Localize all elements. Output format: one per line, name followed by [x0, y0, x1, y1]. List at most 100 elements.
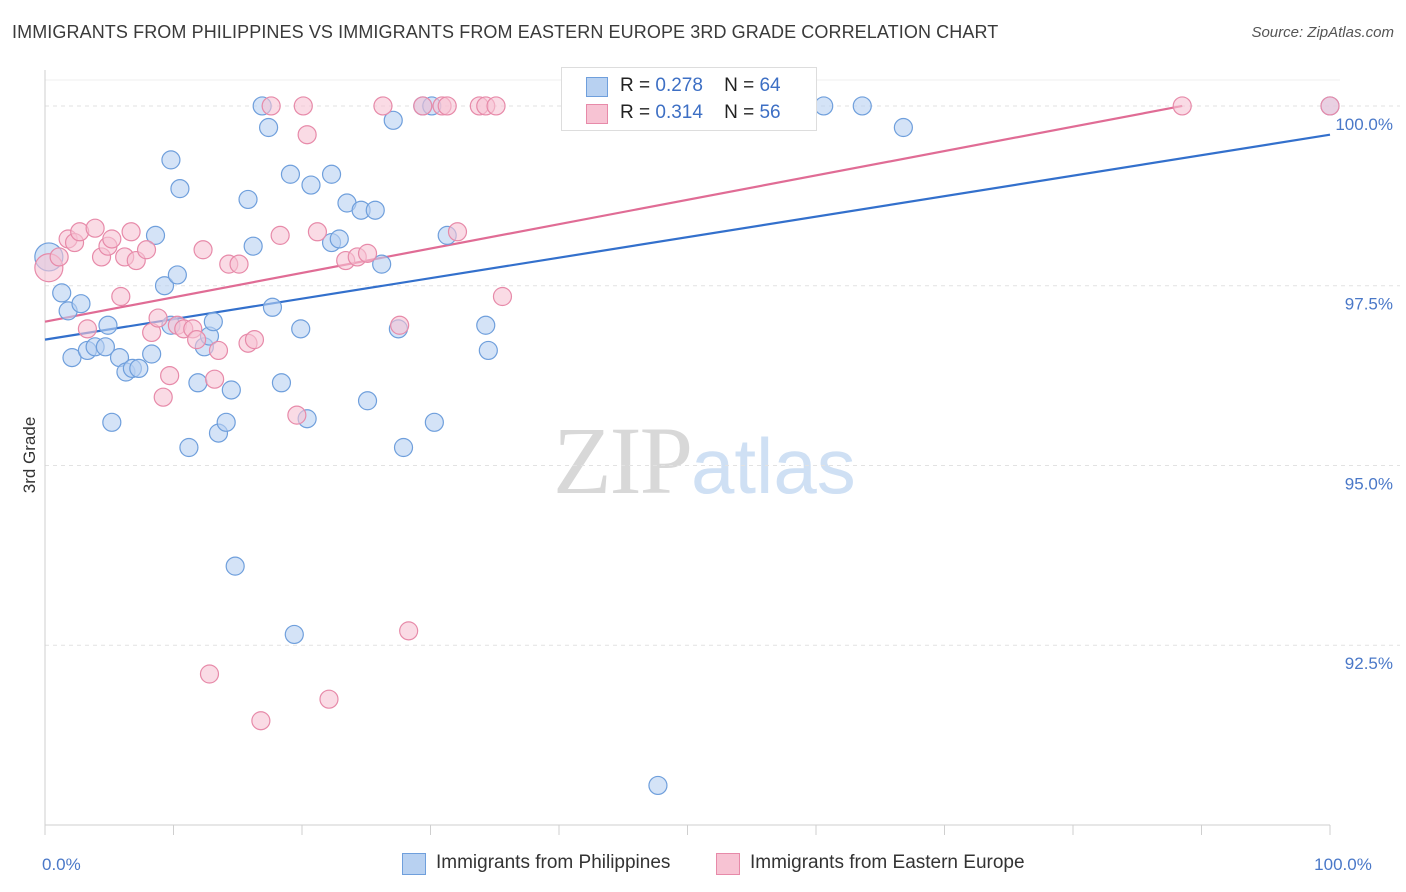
philippines-point — [243, 236, 263, 256]
eastern-europe-point — [297, 125, 317, 145]
legend-swatch-eastern-europe — [586, 104, 608, 124]
bottom-legend-label-philippines: Immigrants from Philippines — [436, 852, 671, 873]
watermark-atlas: atlas — [691, 422, 856, 510]
eastern-europe-point — [244, 330, 265, 350]
philippines-point — [129, 358, 149, 379]
philippines-point — [161, 150, 181, 170]
y-tick-label: 92.5% — [1345, 654, 1393, 673]
philippines-point — [203, 312, 223, 332]
philippines-point — [145, 225, 166, 245]
philippines-point — [179, 437, 199, 458]
philippines-point — [238, 189, 258, 210]
eastern-europe-point — [270, 225, 290, 245]
philippines-point — [280, 164, 301, 184]
eastern-europe-point — [136, 240, 157, 260]
tick-labels: 100.0% 97.5% 95.0% 92.5% 0.0% 100.0% — [42, 115, 1393, 874]
philippines-point — [52, 283, 72, 303]
legend-r-value: 0.278 — [655, 75, 703, 96]
bottom-legend-swatch-eastern-europe — [716, 853, 740, 875]
bottom-legend-swatch-philippines — [402, 853, 426, 875]
philippines-point — [216, 412, 236, 432]
philippines-point — [154, 276, 175, 296]
philippines-point — [893, 117, 913, 138]
eastern-europe-point — [111, 286, 131, 307]
philippines-point — [852, 96, 872, 116]
philippines-point — [102, 412, 122, 432]
philippines-point — [142, 344, 162, 364]
eastern-europe-point — [251, 711, 271, 731]
eastern-europe-point — [287, 405, 307, 425]
y-tick-label: 100.0% — [1335, 115, 1393, 134]
eastern-europe-point — [399, 621, 419, 641]
philippines-point — [291, 319, 311, 339]
philippines-point — [167, 265, 187, 285]
philippines-point — [357, 391, 378, 411]
trend-lines — [44, 104, 1331, 341]
philippines-point — [271, 373, 292, 393]
eastern-europe-point — [307, 222, 328, 242]
philippines-point — [648, 775, 668, 796]
y-tick-label: 95.0% — [1345, 474, 1393, 493]
philippines-point — [301, 175, 321, 195]
watermark-zip: ZIP — [553, 407, 693, 514]
eastern-europe-point — [447, 222, 468, 242]
legend-n-value: 64 — [759, 75, 781, 96]
y-axis-label: 3rd Grade — [20, 417, 39, 494]
eastern-europe-point — [208, 340, 229, 361]
philippines-point — [393, 437, 414, 458]
bottom-legend-label-eastern-europe: Immigrants from Eastern Europe — [750, 852, 1025, 873]
eastern-europe-point — [160, 365, 180, 386]
philippines-point — [95, 337, 115, 357]
eastern-europe-point — [187, 330, 207, 350]
philippines-point — [221, 380, 241, 400]
eastern-europe-point — [437, 96, 457, 116]
source-label: Source: ZipAtlas.com — [1251, 24, 1394, 41]
eastern-europe-point — [261, 96, 281, 116]
x-tick-label: 100.0% — [1314, 855, 1372, 874]
legend-n-value: 56 — [759, 102, 781, 123]
eastern-europe-point — [486, 96, 506, 116]
philippines-point — [814, 96, 834, 116]
philippines-point — [478, 340, 498, 361]
legend-r-label: R = — [620, 75, 651, 96]
philippines-point — [262, 297, 283, 317]
eastern-europe-point — [1172, 96, 1192, 116]
philippines-point — [98, 315, 118, 335]
philippines-point — [383, 110, 403, 130]
eastern-europe-point — [49, 247, 69, 267]
eastern-europe-point — [1320, 96, 1340, 116]
eastern-europe-point — [77, 319, 98, 339]
watermark: ZIPatlas — [553, 405, 856, 516]
eastern-europe-point — [293, 96, 313, 116]
chart-title: IMMIGRANTS FROM PHILIPPINES VS IMMIGRANT… — [12, 22, 999, 42]
legend-r-value: 0.314 — [655, 102, 703, 123]
eastern-europe-point — [229, 254, 249, 274]
philippines-point — [62, 348, 82, 368]
y-tick-label: 97.5% — [1345, 295, 1393, 314]
axes — [44, 70, 1331, 835]
legend-n-label: N = — [724, 75, 755, 96]
philippines-point — [321, 164, 342, 184]
philippines-point — [372, 254, 392, 274]
philippines-point — [329, 229, 349, 249]
philippines-point — [225, 556, 245, 576]
eastern-europe-point — [153, 387, 173, 407]
philippines-point — [284, 624, 304, 645]
legend-swatch-philippines — [586, 77, 608, 97]
philippines-trend-line — [44, 133, 1331, 341]
philippines-point — [365, 200, 385, 220]
eastern-europe-point — [193, 240, 213, 260]
eastern-europe-point — [390, 315, 410, 335]
philippines-point — [476, 315, 496, 335]
eastern-europe-point — [492, 286, 513, 307]
eastern-europe-point — [102, 229, 122, 249]
eastern-europe-point — [148, 308, 168, 328]
eastern-europe-point — [373, 96, 393, 116]
philippines-point — [188, 373, 208, 393]
x-tick-label: 0.0% — [42, 855, 81, 874]
legend-n-label: N = — [724, 102, 755, 123]
philippines-point — [170, 179, 190, 199]
eastern-europe-point — [85, 218, 105, 238]
eastern-europe-point — [199, 664, 220, 684]
